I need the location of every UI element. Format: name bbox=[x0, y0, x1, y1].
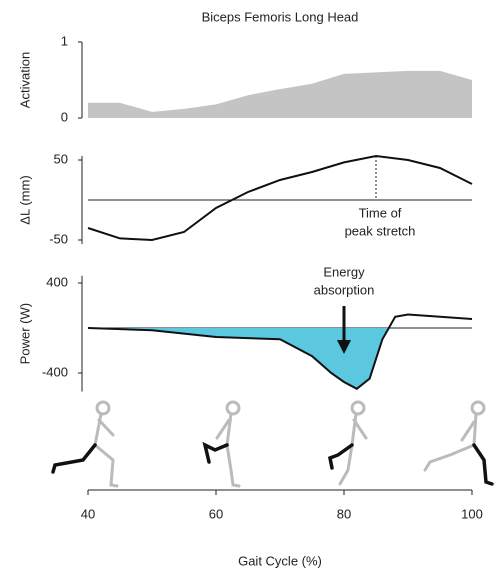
x-tick-label: 40 bbox=[81, 506, 95, 521]
annotation: Time of bbox=[359, 205, 402, 220]
annotation: peak stretch bbox=[345, 223, 416, 238]
y-tick-label: 400 bbox=[46, 274, 68, 289]
area bbox=[88, 328, 472, 389]
y-tick-label: 50 bbox=[54, 151, 68, 166]
y-tick-label: 0 bbox=[61, 109, 68, 124]
line bbox=[87, 154, 473, 242]
x-axis-label: Gait Cycle (%) bbox=[238, 553, 322, 568]
annotation: absorption bbox=[314, 282, 375, 297]
y-axis-label: ΔL (mm) bbox=[17, 175, 32, 224]
line bbox=[87, 313, 473, 390]
runner-figures bbox=[51, 400, 494, 488]
arrow-head bbox=[337, 340, 351, 354]
annotation: Energy bbox=[323, 264, 365, 279]
x-tick-label: 80 bbox=[337, 506, 351, 521]
x-tick-label: 100 bbox=[461, 506, 483, 521]
chart-title: Biceps Femoris Long Head bbox=[202, 9, 359, 24]
x-tick-label: 60 bbox=[209, 506, 223, 521]
area bbox=[88, 70, 472, 118]
y-tick-label: 1 bbox=[61, 33, 68, 48]
y-axis-label: Activation bbox=[17, 52, 32, 108]
y-tick-label: -50 bbox=[49, 231, 68, 246]
y-tick-label: -400 bbox=[42, 364, 68, 379]
y-axis-label: Power (W) bbox=[17, 303, 32, 364]
